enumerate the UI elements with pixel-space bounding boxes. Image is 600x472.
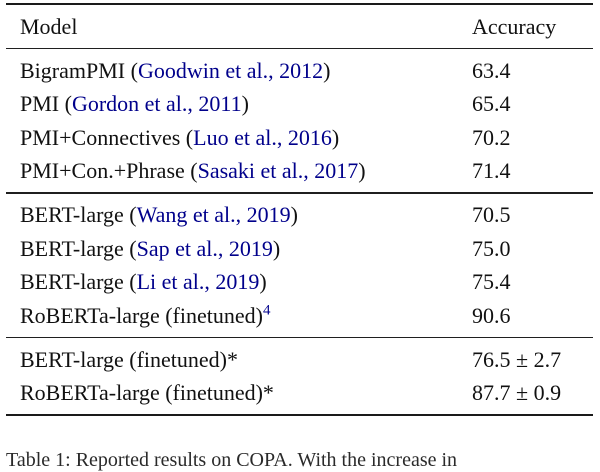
footnote-link[interactable]: 4 <box>262 302 271 319</box>
table-row: RoBERTa-large (finetuned)4 90.6 <box>6 299 593 333</box>
table-rule-mid-1 <box>6 192 593 194</box>
table-caption: Table 1: Reported results on COPA. With … <box>6 449 458 471</box>
accuracy-cell: 65.4 <box>472 91 511 117</box>
table-rule-under-header <box>6 47 593 50</box>
table-row: BERT-large (Wang et al., 2019) 70.5 <box>6 198 593 232</box>
table-header: Model Accuracy <box>6 5 593 48</box>
table-row: PMI+Connectives (Luo et al., 2016) 70.2 <box>6 121 593 155</box>
accuracy-cell: 63.4 <box>472 57 511 83</box>
table-rule-mid-2 <box>6 336 593 339</box>
model-text-suffix: ) <box>241 91 249 117</box>
model-text-suffix: ) <box>358 158 366 184</box>
accuracy-cell: 70.2 <box>472 124 511 150</box>
citation-link[interactable]: Li et al., 2019 <box>136 269 260 295</box>
citation-link[interactable]: Wang et al., 2019 <box>136 202 291 228</box>
model-text-suffix: ) <box>323 57 331 83</box>
table-section-bert: BERT-large (Wang et al., 2019) 70.5 BERT… <box>6 194 593 337</box>
accuracy-cell: 87.7 ± 0.9 <box>472 380 562 406</box>
model-text: PMI+Con.+Phrase ( <box>20 158 198 184</box>
model-cell: BigramPMI (Goodwin et al., 2012) <box>6 54 472 88</box>
model-cell: PMI (Gordon et al., 2011) <box>6 87 472 121</box>
model-text-suffix: ) <box>290 202 298 228</box>
model-cell: PMI+Con.+Phrase (Sasaki et al., 2017) <box>6 154 472 188</box>
table-row: PMI (Gordon et al., 2011) 65.4 <box>6 87 593 121</box>
model-cell: BERT-large (Li et al., 2019) <box>6 265 472 299</box>
model-text: RoBERTa-large (finetuned) <box>20 302 263 328</box>
model-cell: BERT-large (finetuned)* <box>6 343 472 377</box>
header-accuracy: Accuracy <box>472 14 557 40</box>
model-cell: BERT-large (Sap et al., 2019) <box>6 232 472 266</box>
table-row: RoBERTa-large (finetuned)* 87.7 ± 0.9 <box>6 376 593 410</box>
table-row: BigramPMI (Goodwin et al., 2012) 63.4 <box>6 54 593 88</box>
accuracy-cell: 71.4 <box>472 158 511 184</box>
model-cell: BERT-large (Wang et al., 2019) <box>6 198 472 232</box>
table-row: PMI+Con.+Phrase (Sasaki et al., 2017) 71… <box>6 154 593 188</box>
model-text: RoBERTa-large (finetuned)* <box>20 380 274 406</box>
model-text: PMI+Connectives ( <box>20 124 194 150</box>
table-row: BERT-large (Sap et al., 2019) 75.0 <box>6 232 593 266</box>
table-section-pmi: BigramPMI (Goodwin et al., 2012) 63.4 PM… <box>6 49 593 192</box>
table-rule-bottom <box>6 414 593 417</box>
table-section-finetuned: BERT-large (finetuned)* 76.5 ± 2.7 RoBER… <box>6 338 593 414</box>
citation-link[interactable]: Sap et al., 2019 <box>136 235 273 261</box>
model-text-suffix: ) <box>331 124 340 150</box>
paper-page: { "accent": { "citation_color": "#00008B… <box>6 3 593 471</box>
accuracy-cell: 75.0 <box>472 235 511 261</box>
citation-link[interactable]: Luo et al., 2016 <box>193 124 332 150</box>
accuracy-cell: 70.5 <box>472 202 511 228</box>
model-text: BERT-large ( <box>20 235 137 261</box>
citation-link[interactable]: Sasaki et al., 2017 <box>197 158 359 184</box>
accuracy-cell: 90.6 <box>472 302 511 328</box>
accuracy-cell: 76.5 ± 2.7 <box>472 346 562 372</box>
model-text-suffix: ) <box>272 235 281 261</box>
model-text: BERT-large ( <box>20 202 137 228</box>
table-row: BERT-large (finetuned)* 76.5 ± 2.7 <box>6 343 593 377</box>
table-rule-top <box>6 3 593 6</box>
table-row: BERT-large (Li et al., 2019) 75.4 <box>6 265 593 299</box>
results-table: Model Accuracy BigramPMI (Goodwin et al.… <box>6 3 593 417</box>
accuracy-cell: 75.4 <box>472 269 511 295</box>
model-cell: PMI+Connectives (Luo et al., 2016) <box>6 121 472 155</box>
header-model: Model <box>20 14 78 40</box>
model-cell: RoBERTa-large (finetuned)4 <box>6 299 472 333</box>
model-text: PMI ( <box>20 91 72 117</box>
model-cell: RoBERTa-large (finetuned)* <box>6 376 472 410</box>
model-text: BERT-large ( <box>20 269 137 295</box>
citation-link[interactable]: Gordon et al., 2011 <box>71 91 242 117</box>
citation-link[interactable]: Goodwin et al., 2012 <box>137 57 324 83</box>
model-text-suffix: ) <box>259 269 267 295</box>
model-text: BigramPMI ( <box>20 57 138 83</box>
model-text: BERT-large (finetuned)* <box>20 346 239 372</box>
